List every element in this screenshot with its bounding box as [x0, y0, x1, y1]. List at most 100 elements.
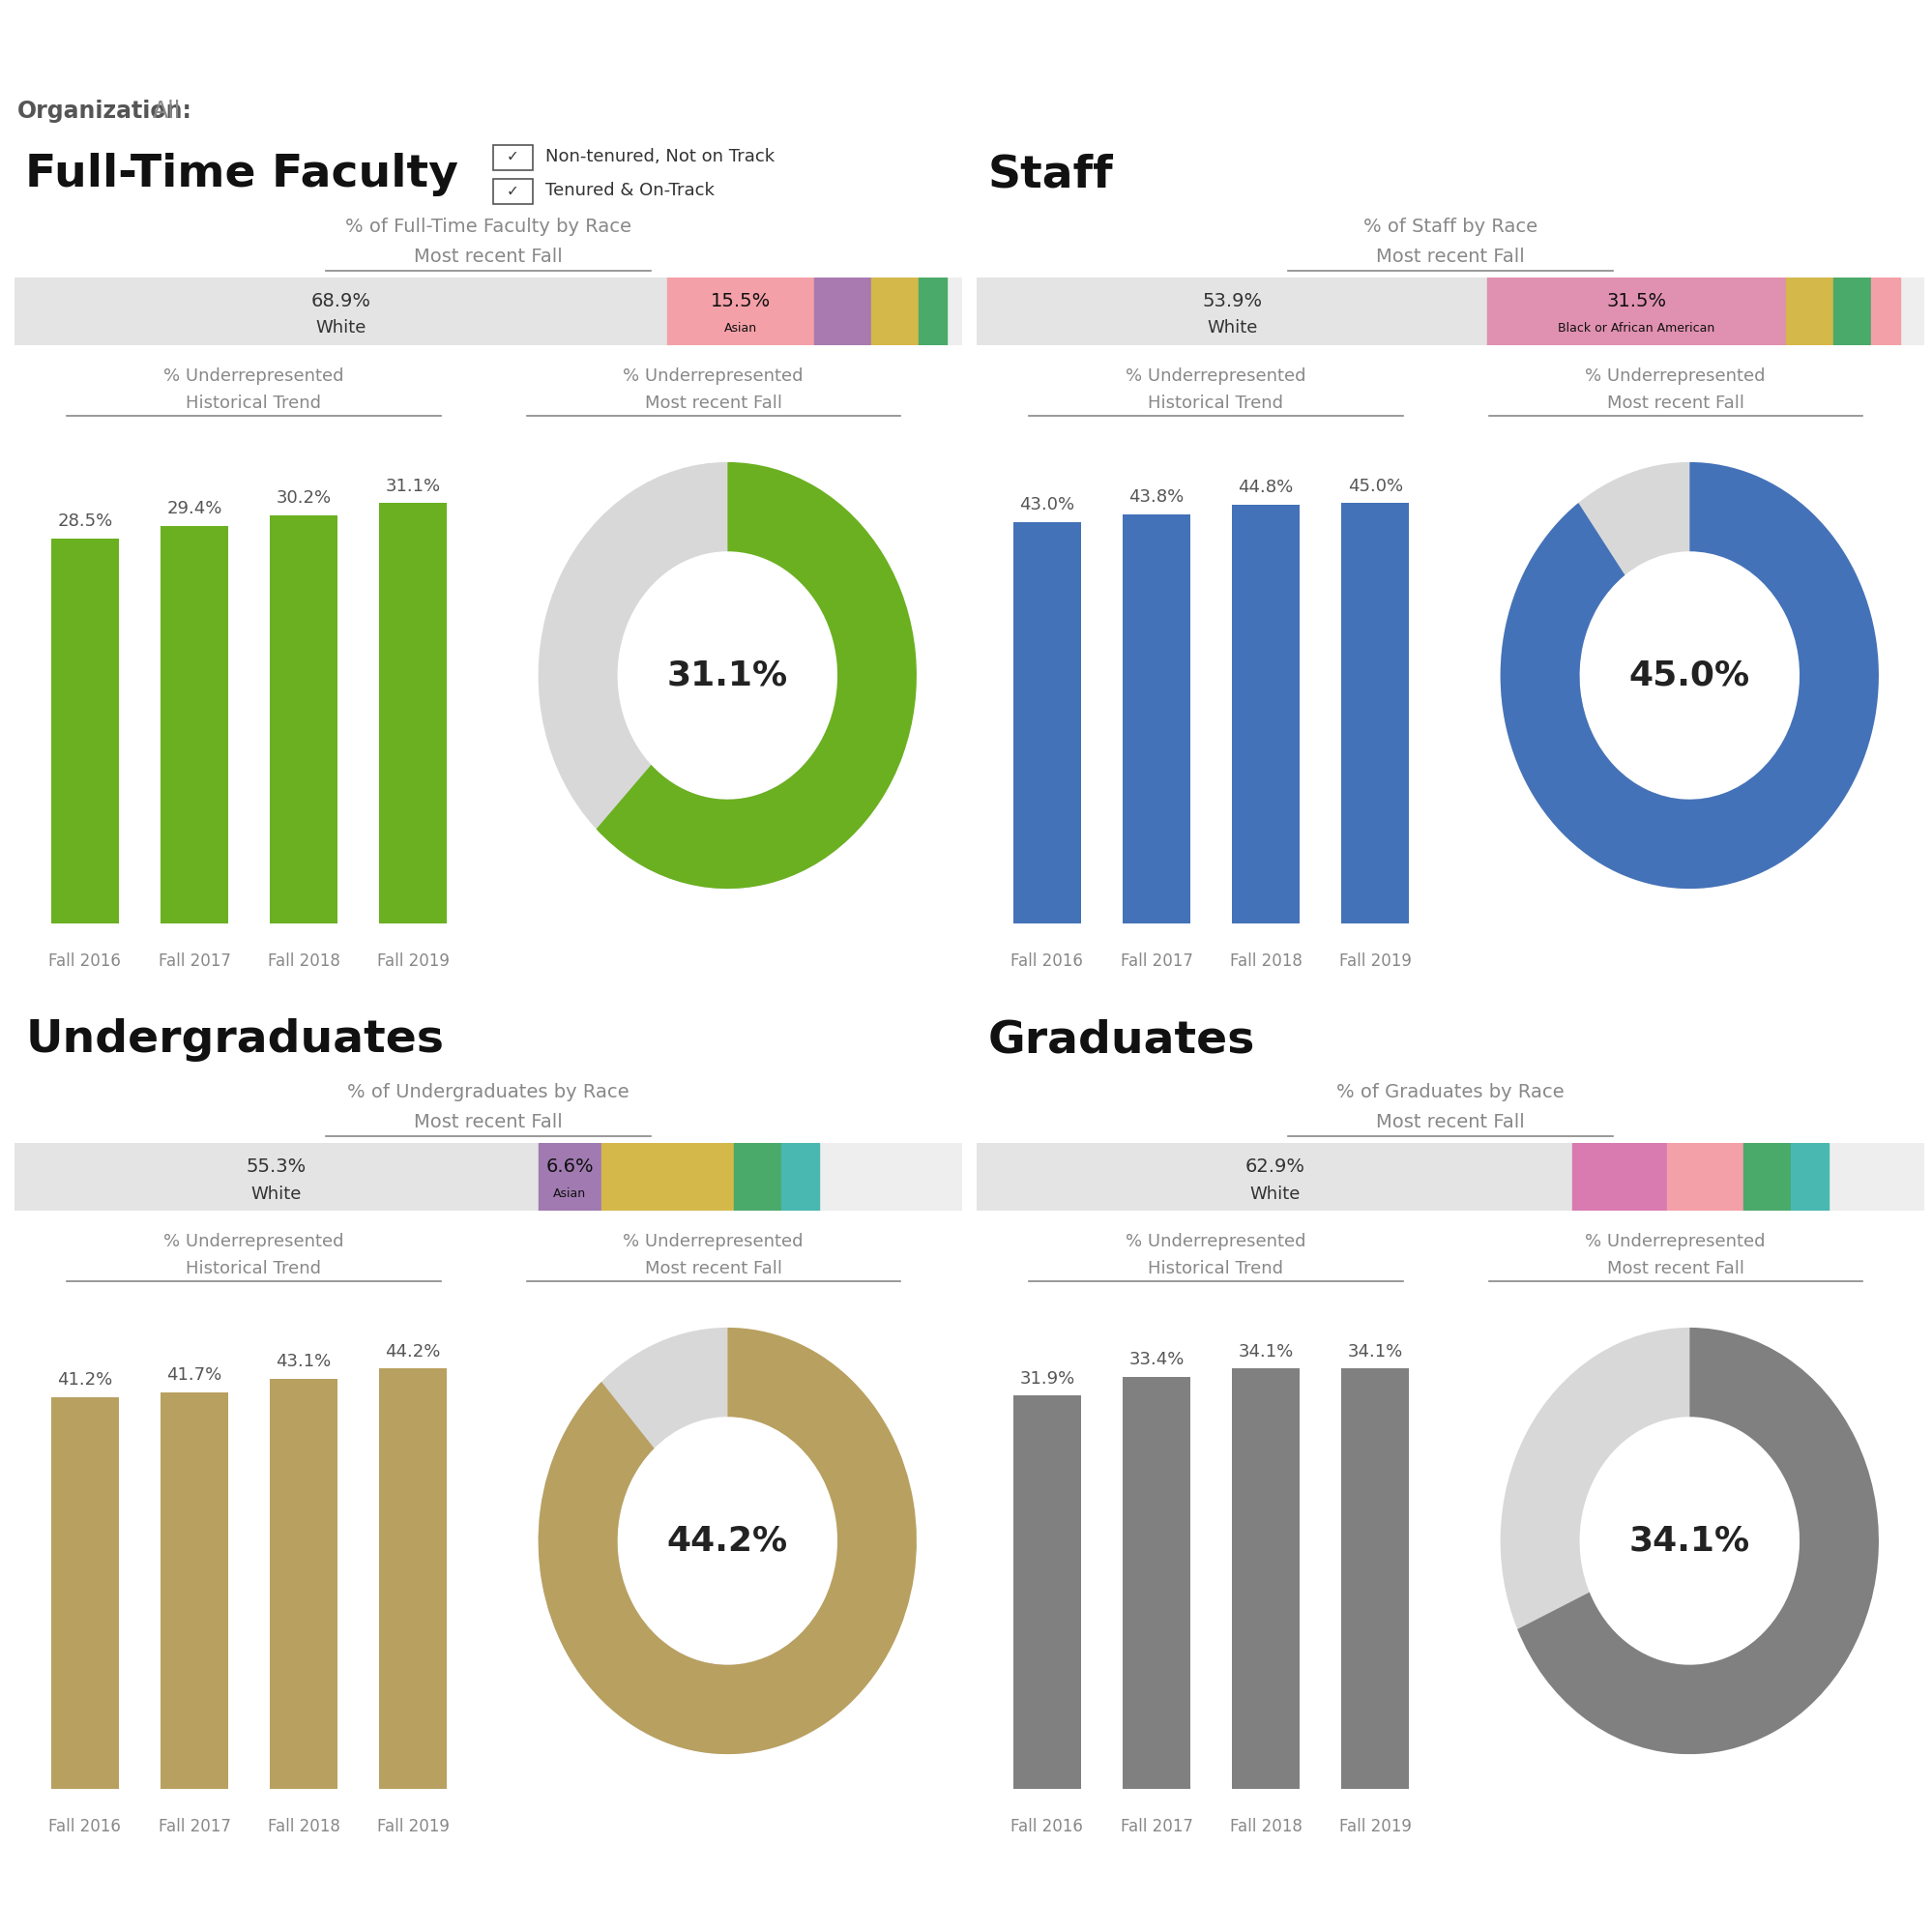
- Text: Historical Trend: Historical Trend: [1148, 394, 1283, 412]
- Bar: [1743, 1144, 1791, 1211]
- Bar: [1833, 278, 1872, 346]
- Text: Fall 2016: Fall 2016: [48, 952, 122, 970]
- Text: Fall 2018: Fall 2018: [267, 1818, 340, 1835]
- Bar: [1233, 504, 1300, 923]
- Text: 55.3%: 55.3%: [247, 1157, 307, 1177]
- Text: White: White: [251, 1184, 301, 1202]
- Text: 31.5%: 31.5%: [1607, 292, 1667, 311]
- Text: % of Full-Time Faculty by Race: % of Full-Time Faculty by Race: [346, 218, 632, 236]
- Text: Fall 2018: Fall 2018: [267, 952, 340, 970]
- Text: Asian: Asian: [553, 1188, 585, 1200]
- Text: 31.1%: 31.1%: [667, 659, 788, 692]
- Text: % Underrepresented: % Underrepresented: [624, 1233, 804, 1250]
- Bar: [1488, 278, 1785, 346]
- Text: Graduates: Graduates: [987, 1018, 1256, 1063]
- Bar: [1791, 1144, 1828, 1211]
- Text: % of Undergraduates by Race: % of Undergraduates by Race: [348, 1084, 630, 1101]
- Text: Fall 2016: Fall 2016: [1010, 952, 1084, 970]
- Text: Most recent Fall: Most recent Fall: [645, 394, 782, 412]
- Text: 28.5%: 28.5%: [58, 512, 112, 529]
- Text: % of Staff by Race: % of Staff by Race: [1364, 218, 1538, 236]
- Text: Fall 2019: Fall 2019: [1339, 952, 1412, 970]
- Text: 29.4%: 29.4%: [166, 500, 222, 518]
- Text: 53.9%: 53.9%: [1202, 292, 1262, 311]
- Text: 68.9%: 68.9%: [311, 292, 371, 311]
- Bar: [1341, 502, 1408, 923]
- FancyBboxPatch shape: [493, 145, 533, 170]
- Bar: [601, 1144, 734, 1211]
- Bar: [15, 278, 667, 346]
- Text: 44.2%: 44.2%: [384, 1343, 440, 1360]
- Text: All: All: [153, 100, 182, 124]
- Text: 34.1%: 34.1%: [1238, 1343, 1294, 1360]
- Text: % Underrepresented: % Underrepresented: [1586, 1233, 1766, 1250]
- Bar: [1122, 1378, 1190, 1789]
- Bar: [1573, 1144, 1667, 1211]
- Text: 62.9%: 62.9%: [1244, 1157, 1304, 1177]
- Text: Asian: Asian: [724, 323, 757, 334]
- Text: Historical Trend: Historical Trend: [185, 394, 321, 412]
- Bar: [978, 278, 1488, 346]
- Wedge shape: [1501, 1327, 1849, 1754]
- Bar: [1872, 278, 1899, 346]
- Text: Fall 2018: Fall 2018: [1229, 1818, 1302, 1835]
- Text: Fall 2016: Fall 2016: [1010, 1818, 1084, 1835]
- Bar: [1785, 278, 1833, 346]
- Text: 41.2%: 41.2%: [58, 1372, 112, 1389]
- Bar: [1667, 1144, 1743, 1211]
- Bar: [1012, 1395, 1082, 1789]
- Text: 41.7%: 41.7%: [166, 1366, 222, 1383]
- Text: 45.0%: 45.0%: [1629, 659, 1750, 692]
- Text: Fall 2019: Fall 2019: [1339, 1818, 1412, 1835]
- Text: Fall 2017: Fall 2017: [1121, 952, 1192, 970]
- Bar: [270, 1379, 338, 1789]
- Bar: [1122, 514, 1190, 923]
- Bar: [50, 1397, 120, 1789]
- Bar: [781, 1144, 819, 1211]
- Text: % Underrepresented: % Underrepresented: [164, 367, 344, 384]
- Bar: [871, 278, 918, 346]
- Text: Historical Trend: Historical Trend: [1148, 1260, 1283, 1277]
- Bar: [379, 502, 446, 923]
- Wedge shape: [539, 462, 902, 889]
- Bar: [1233, 1368, 1300, 1789]
- FancyBboxPatch shape: [493, 180, 533, 205]
- Wedge shape: [1501, 462, 1878, 889]
- Text: 34.1%: 34.1%: [1347, 1343, 1403, 1360]
- Text: Black or African American: Black or African American: [1559, 323, 1716, 334]
- Text: Fall 2019: Fall 2019: [377, 1818, 450, 1835]
- Text: 31.1%: 31.1%: [384, 477, 440, 495]
- Text: 31.9%: 31.9%: [1020, 1370, 1074, 1387]
- Bar: [270, 516, 338, 923]
- Text: Fall 2019: Fall 2019: [377, 952, 450, 970]
- Text: 43.1%: 43.1%: [276, 1352, 332, 1370]
- Text: Fall 2017: Fall 2017: [158, 952, 230, 970]
- Text: % Underrepresented: % Underrepresented: [1586, 367, 1766, 384]
- Text: 15.5%: 15.5%: [711, 292, 771, 311]
- Text: Underrepresented: Underrepresented: [757, 29, 1175, 70]
- Text: Organization:: Organization:: [17, 100, 193, 124]
- Wedge shape: [539, 1327, 794, 1754]
- Text: Fall 2017: Fall 2017: [1121, 1818, 1192, 1835]
- Wedge shape: [539, 1327, 916, 1754]
- Text: White: White: [315, 319, 367, 336]
- Text: 44.8%: 44.8%: [1238, 479, 1294, 497]
- Text: 6.6%: 6.6%: [547, 1157, 593, 1177]
- Text: Most recent Fall: Most recent Fall: [1376, 1113, 1524, 1132]
- Text: % Underrepresented: % Underrepresented: [1126, 367, 1306, 384]
- Text: Fall 2018: Fall 2018: [1229, 952, 1302, 970]
- Text: 43.0%: 43.0%: [1020, 497, 1074, 514]
- Bar: [160, 526, 228, 923]
- Text: Historical Trend: Historical Trend: [185, 1260, 321, 1277]
- Bar: [734, 1144, 781, 1211]
- Text: Most recent Fall: Most recent Fall: [1376, 247, 1524, 267]
- Text: Undergraduates: Undergraduates: [25, 1018, 444, 1063]
- Wedge shape: [1501, 462, 1748, 889]
- Bar: [539, 1144, 601, 1211]
- Bar: [50, 539, 120, 923]
- Bar: [918, 278, 947, 346]
- Text: ✓: ✓: [506, 184, 518, 199]
- Text: Non-tenured, Not on Track: Non-tenured, Not on Track: [545, 149, 775, 166]
- Text: 45.0%: 45.0%: [1347, 477, 1403, 495]
- Text: 43.8%: 43.8%: [1128, 489, 1184, 506]
